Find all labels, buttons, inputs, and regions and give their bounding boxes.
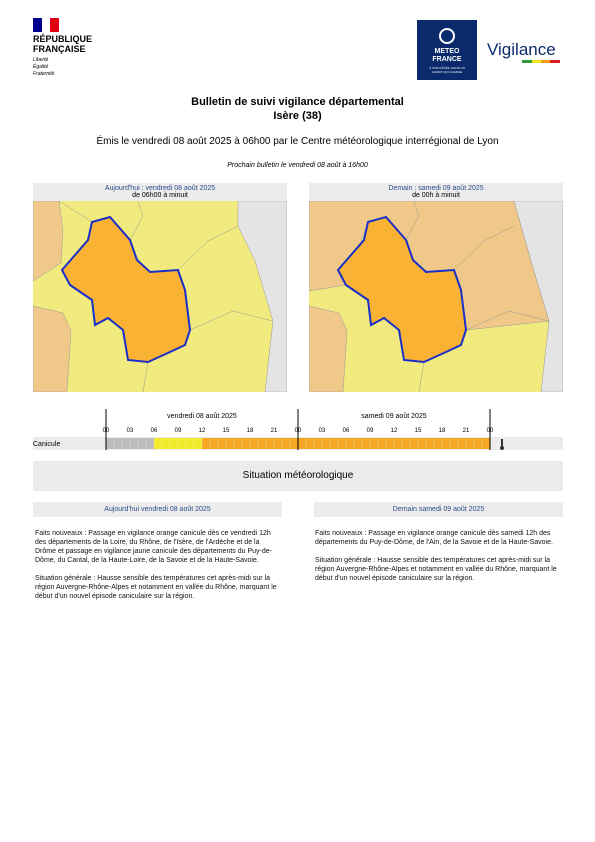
- logo-tagline: À VOS CÔTÉS, DANS UN CLIMAT QUI CHANGE: [429, 66, 465, 74]
- hour-label: 06: [151, 428, 158, 434]
- logo-text: METEO FRANCE: [417, 48, 477, 64]
- vigilance-brand: Vigilance: [487, 40, 556, 59]
- hour-label: 12: [391, 428, 398, 434]
- row-label: Canicule: [33, 441, 60, 448]
- map-title: Demain : samedi 09 août 2025: [388, 185, 484, 192]
- hour-label: 03: [319, 428, 326, 434]
- day-label: samedi 09 août 2025: [361, 413, 426, 420]
- republic-line: FRANÇAISE: [33, 44, 86, 54]
- hour-label: 09: [175, 428, 182, 434]
- column-text: Faits nouveaux : Passage en vigilance or…: [35, 529, 280, 610]
- map: [309, 201, 563, 392]
- hour-label: 15: [223, 428, 230, 434]
- timeline: Canicule 0003060912151821000306091215182…: [33, 409, 563, 450]
- column-text: Faits nouveaux : Passage en vigilance or…: [315, 529, 560, 592]
- section-title: Situation météorologique: [33, 461, 563, 491]
- hour-label: 18: [439, 428, 446, 434]
- title: Bulletin de suivi vigilance départementa…: [191, 96, 404, 108]
- hour-label: 18: [247, 428, 254, 434]
- hour-label: 21: [271, 428, 278, 434]
- map-header: Aujourd'hui : vendredi 08 août 2025 de 0…: [33, 183, 287, 201]
- hour-label: 15: [415, 428, 422, 434]
- logo-line: METEO: [434, 48, 460, 55]
- meteo-logo: METEO FRANCE À VOS CÔTÉS, DANS UN CLIMAT…: [417, 20, 477, 80]
- marianne-flag: [33, 18, 59, 32]
- map-title: Aujourd'hui : vendredi 08 août 2025: [104, 185, 216, 192]
- issued: Émis le vendredi 08 août 2025 à 06h00 pa…: [96, 136, 499, 147]
- motto-line: Fraternité: [33, 71, 55, 77]
- republic-line: RÉPUBLIQUE: [33, 34, 93, 44]
- hour-label: 06: [343, 428, 350, 434]
- paragraph: Situation générale : Hausse sensible des…: [35, 575, 277, 600]
- column-heading: Demain samedi 09 août 2025: [314, 502, 563, 517]
- paragraph: Faits nouveaux : Passage en vigilance or…: [35, 530, 272, 564]
- subtitle: Isère (38): [273, 110, 322, 122]
- column-heading: Aujourd'hui vendredi 08 août 2025: [33, 502, 282, 517]
- hour-label: 12: [199, 428, 206, 434]
- paragraph: Faits nouveaux : Passage en vigilance or…: [315, 530, 553, 546]
- republic: RÉPUBLIQUE FRANÇAISE: [33, 34, 92, 54]
- day-label: vendredi 08 août 2025: [167, 413, 237, 420]
- hour-label: 09: [367, 428, 374, 434]
- logo-line: FRANCE: [432, 56, 462, 63]
- vigilance-colors: [522, 60, 560, 63]
- next-bulletin: Prochain bulletin le vendredi 08 août à …: [227, 162, 368, 169]
- motto: Liberté Égalité Fraternité: [33, 57, 54, 78]
- thermometer-bulb: [500, 446, 504, 450]
- map-header: Demain : samedi 09 août 2025 de 00h à mi…: [309, 183, 563, 201]
- motto-line: Liberté: [33, 57, 49, 63]
- hour-label: 03: [127, 428, 134, 434]
- motto-line: Égalité: [33, 64, 49, 70]
- logo-icon: [439, 28, 455, 44]
- map-period: de 06h00 à minuit: [132, 192, 188, 199]
- thermometer: [501, 439, 503, 447]
- map-period: de 00h à minuit: [412, 192, 460, 199]
- map: [33, 201, 287, 392]
- paragraph: Situation générale : Hausse sensible des…: [315, 557, 557, 582]
- hour-label: 21: [463, 428, 470, 434]
